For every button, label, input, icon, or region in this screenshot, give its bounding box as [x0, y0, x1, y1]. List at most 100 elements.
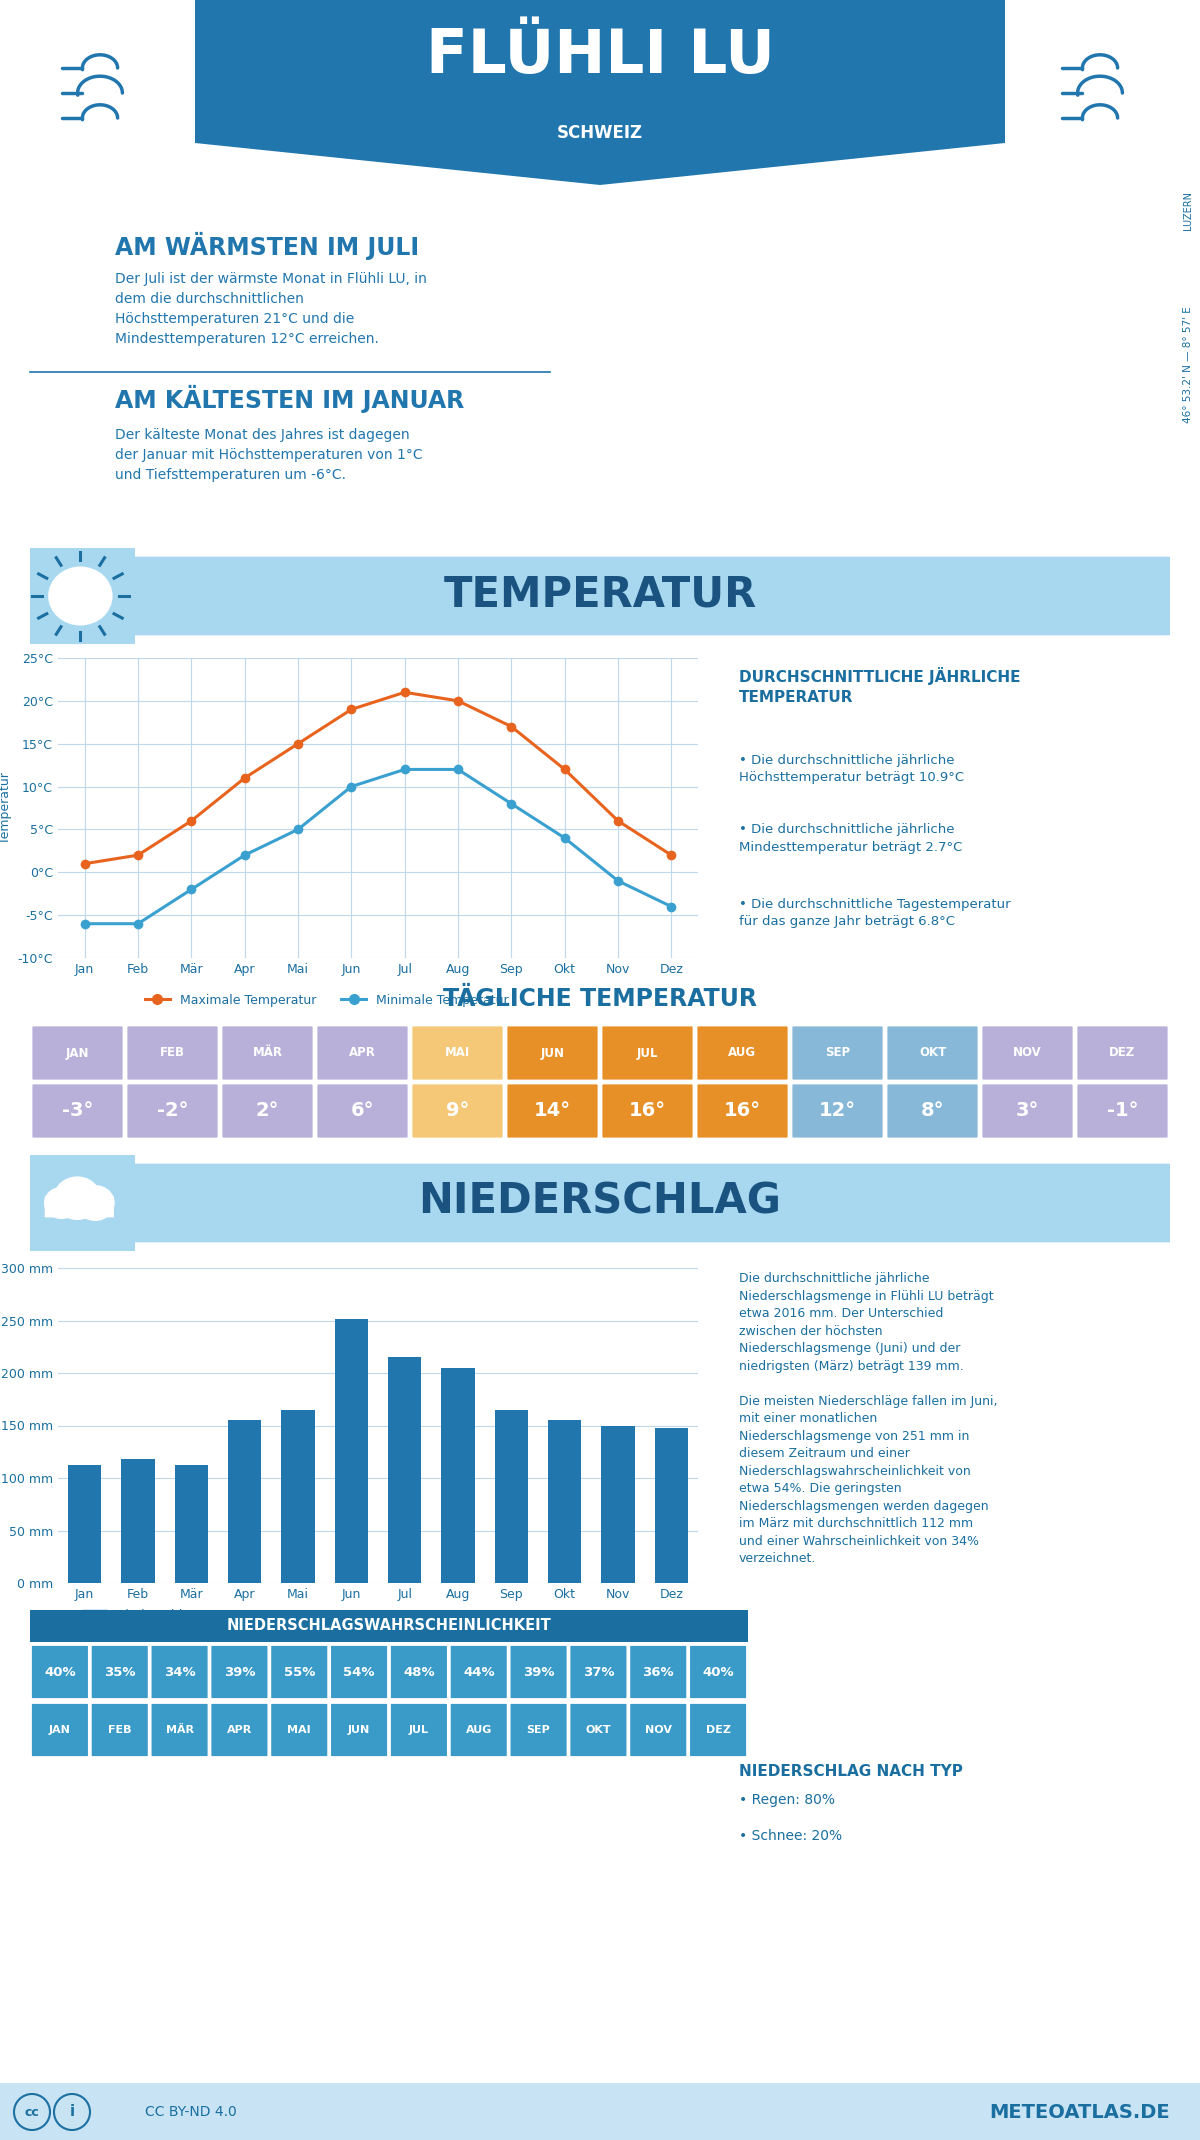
- Text: 34%: 34%: [163, 1665, 196, 1678]
- Text: 14°: 14°: [534, 1102, 571, 1121]
- Text: -1°: -1°: [1106, 1102, 1139, 1121]
- FancyBboxPatch shape: [506, 1025, 599, 1081]
- FancyBboxPatch shape: [31, 1083, 124, 1138]
- Text: NOV: NOV: [1013, 1046, 1042, 1059]
- FancyBboxPatch shape: [150, 1703, 209, 1757]
- Text: JUN: JUN: [348, 1725, 371, 1736]
- Circle shape: [77, 1186, 114, 1220]
- Bar: [68, 1466, 101, 1584]
- Text: 36%: 36%: [642, 1665, 674, 1678]
- Text: APR: APR: [349, 1046, 376, 1059]
- Bar: [655, 1427, 688, 1584]
- Text: AM KÄLTESTEN IM JANUAR: AM KÄLTESTEN IM JANUAR: [115, 385, 464, 413]
- Text: Die durchschnittliche jährliche
Niederschlagsmenge in Flühli LU beträgt
etwa 201: Die durchschnittliche jährliche Niedersc…: [739, 1273, 997, 1564]
- Text: DEZ: DEZ: [1109, 1046, 1135, 1059]
- Text: AUG: AUG: [466, 1725, 492, 1736]
- Text: 9°: 9°: [446, 1102, 469, 1121]
- Text: cc: cc: [25, 2106, 40, 2119]
- Bar: [442, 1367, 474, 1584]
- FancyBboxPatch shape: [30, 1703, 89, 1757]
- Text: SEP: SEP: [527, 1725, 551, 1736]
- FancyBboxPatch shape: [90, 1644, 149, 1699]
- Text: APR: APR: [227, 1725, 252, 1736]
- FancyBboxPatch shape: [601, 1025, 694, 1081]
- Text: Der kälteste Monat des Jahres ist dagegen
der Januar mit Höchsttemperaturen von : Der kälteste Monat des Jahres ist dagege…: [115, 428, 422, 482]
- Text: i: i: [70, 2104, 74, 2119]
- Text: 3°: 3°: [1016, 1102, 1039, 1121]
- Text: Der Juli ist der wärmste Monat in Flühli LU, in
dem die durchschnittlichen
Höchs: Der Juli ist der wärmste Monat in Flühli…: [115, 272, 427, 347]
- Text: LUZERN: LUZERN: [1183, 190, 1193, 229]
- FancyBboxPatch shape: [30, 1644, 89, 1699]
- Text: 2°: 2°: [256, 1102, 280, 1121]
- Text: -3°: -3°: [62, 1102, 94, 1121]
- FancyBboxPatch shape: [886, 1083, 979, 1138]
- Text: • Die durchschnittliche Tagestemperatur
für das ganze Jahr beträgt 6.8°C: • Die durchschnittliche Tagestemperatur …: [739, 899, 1010, 929]
- Text: FLÜHLI LU: FLÜHLI LU: [426, 28, 774, 86]
- Text: NIEDERSCHLAG: NIEDERSCHLAG: [419, 1181, 781, 1222]
- FancyBboxPatch shape: [509, 1703, 568, 1757]
- Text: 48%: 48%: [403, 1665, 434, 1678]
- Text: JUL: JUL: [409, 1725, 428, 1736]
- FancyBboxPatch shape: [629, 1644, 688, 1699]
- FancyBboxPatch shape: [696, 1083, 790, 1138]
- FancyBboxPatch shape: [689, 1644, 748, 1699]
- Text: JAN: JAN: [49, 1725, 71, 1736]
- FancyBboxPatch shape: [330, 1644, 389, 1699]
- Text: 16°: 16°: [629, 1102, 666, 1121]
- Text: 39%: 39%: [523, 1665, 554, 1678]
- Text: METEOATLAS.DE: METEOATLAS.DE: [989, 2101, 1170, 2121]
- Text: JAN: JAN: [66, 1046, 89, 1059]
- Text: JUN: JUN: [540, 1046, 564, 1059]
- Text: • Regen: 80%: • Regen: 80%: [739, 1793, 835, 1806]
- Polygon shape: [194, 0, 1006, 184]
- FancyBboxPatch shape: [316, 1083, 409, 1138]
- FancyBboxPatch shape: [629, 1703, 688, 1757]
- Circle shape: [44, 1188, 78, 1218]
- Text: • Die durchschnittliche jährliche
Höchsttemperatur beträgt 10.9°C: • Die durchschnittliche jährliche Höchst…: [739, 753, 964, 785]
- Text: CC BY-ND 4.0: CC BY-ND 4.0: [145, 2106, 236, 2119]
- Bar: [228, 1421, 262, 1584]
- Bar: [548, 1421, 581, 1584]
- FancyBboxPatch shape: [270, 1644, 329, 1699]
- FancyBboxPatch shape: [689, 1703, 748, 1757]
- FancyBboxPatch shape: [1076, 1025, 1169, 1081]
- Text: NIEDERSCHLAG NACH TYP: NIEDERSCHLAG NACH TYP: [739, 1763, 962, 1778]
- FancyBboxPatch shape: [390, 1703, 449, 1757]
- FancyBboxPatch shape: [390, 1644, 449, 1699]
- Bar: [282, 1410, 314, 1584]
- FancyBboxPatch shape: [210, 1644, 269, 1699]
- Text: FEB: FEB: [108, 1725, 132, 1736]
- Text: AM WÄRMSTEN IM JULI: AM WÄRMSTEN IM JULI: [115, 231, 419, 261]
- FancyBboxPatch shape: [791, 1083, 884, 1138]
- FancyBboxPatch shape: [330, 1703, 389, 1757]
- FancyBboxPatch shape: [410, 1025, 504, 1081]
- Text: DEZ: DEZ: [706, 1725, 731, 1736]
- FancyBboxPatch shape: [0, 2082, 1200, 2140]
- FancyBboxPatch shape: [31, 1025, 124, 1081]
- Text: 16°: 16°: [724, 1102, 761, 1121]
- Text: 40%: 40%: [702, 1665, 734, 1678]
- Text: 44%: 44%: [463, 1665, 494, 1678]
- Text: TEMPERATUR: TEMPERATUR: [443, 574, 757, 616]
- FancyBboxPatch shape: [13, 556, 1187, 636]
- FancyBboxPatch shape: [1076, 1083, 1169, 1138]
- FancyBboxPatch shape: [270, 1703, 329, 1757]
- FancyBboxPatch shape: [982, 1083, 1074, 1138]
- FancyBboxPatch shape: [569, 1644, 628, 1699]
- FancyBboxPatch shape: [44, 1196, 114, 1218]
- Text: OKT: OKT: [919, 1046, 946, 1059]
- Text: MAI: MAI: [445, 1046, 470, 1059]
- FancyBboxPatch shape: [601, 1083, 694, 1138]
- FancyBboxPatch shape: [569, 1703, 628, 1757]
- Text: SEP: SEP: [824, 1046, 850, 1059]
- Text: MÄR: MÄR: [166, 1725, 193, 1736]
- FancyBboxPatch shape: [210, 1703, 269, 1757]
- FancyBboxPatch shape: [449, 1703, 508, 1757]
- Text: MÄR: MÄR: [252, 1046, 282, 1059]
- Text: NOV: NOV: [644, 1725, 672, 1736]
- FancyBboxPatch shape: [221, 1025, 314, 1081]
- Text: 8°: 8°: [920, 1102, 944, 1121]
- Text: SCHWEIZ: SCHWEIZ: [557, 124, 643, 141]
- FancyBboxPatch shape: [16, 1609, 762, 1644]
- FancyBboxPatch shape: [886, 1025, 979, 1081]
